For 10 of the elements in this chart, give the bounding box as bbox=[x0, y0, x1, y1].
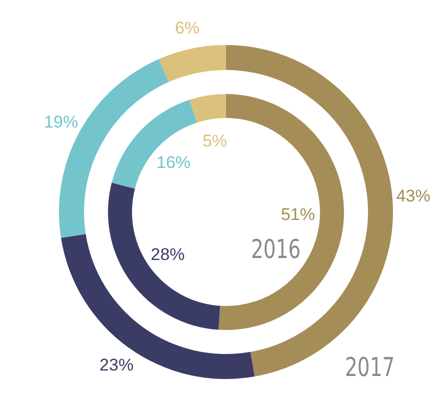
data-label: 51% bbox=[280, 204, 315, 224]
data-label: 28% bbox=[150, 244, 185, 264]
slice-label: 2016 bbox=[251, 235, 301, 265]
data-label: 43% bbox=[396, 186, 430, 206]
data-label: 6% bbox=[175, 18, 200, 38]
data-label: 19% bbox=[44, 112, 78, 132]
slice-label: 2017 bbox=[345, 353, 395, 383]
data-label: 5% bbox=[202, 131, 228, 150]
data-label: 16% bbox=[156, 153, 191, 172]
data-label: 23% bbox=[100, 355, 134, 374]
